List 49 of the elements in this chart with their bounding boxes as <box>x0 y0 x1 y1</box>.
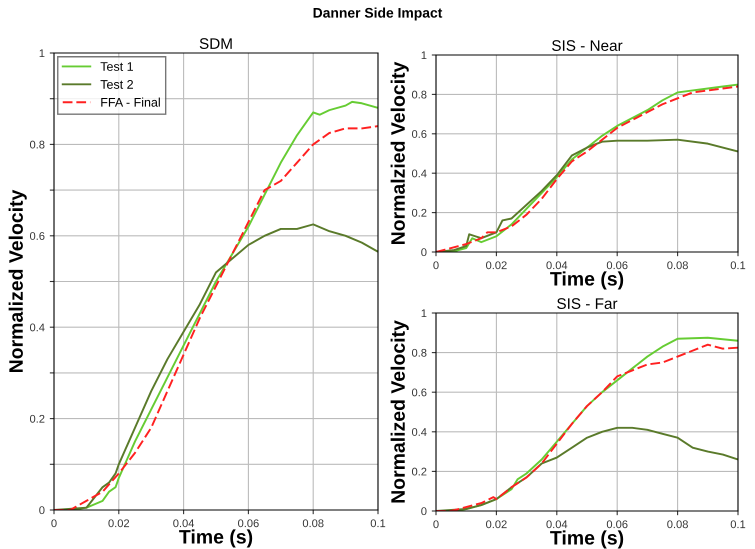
y-tick-label: 0.8 <box>412 348 426 357</box>
y-tick-label: 1 <box>422 309 426 318</box>
x-tick-label: 0.02 <box>486 261 507 270</box>
legend-label: FFA - Final <box>101 98 160 107</box>
x-tick-label: 0.02 <box>108 519 130 528</box>
chart-title: SDM <box>200 38 232 49</box>
x-tick-label: 0.04 <box>546 261 568 270</box>
x-tick-label: 0.1 <box>730 261 746 270</box>
y-tick-label: 0.2 <box>30 414 44 423</box>
x-tick-label: 0 <box>433 520 439 528</box>
y-tick-label: 0.2 <box>412 468 426 476</box>
y-tick-label: 0 <box>421 507 427 516</box>
y-tick-label: 0.6 <box>30 232 44 240</box>
y-tick-label: 0.4 <box>412 428 427 436</box>
y-axis-title: Normalized Velocity <box>390 320 409 503</box>
x-tick-label: 0.1 <box>370 519 386 528</box>
x-axis-title: Time (s) <box>550 530 624 549</box>
chart-title: SIS - Near <box>552 40 622 51</box>
y-tick-label: 0 <box>39 506 45 514</box>
y-tick-label: 1 <box>422 51 426 60</box>
legend-label: Test 1 <box>100 62 133 71</box>
legend-label: Test 2 <box>100 80 133 89</box>
chart-title: SIS - Far <box>557 298 618 309</box>
x-tick-label: 0.04 <box>546 520 568 528</box>
x-tick-label: 0 <box>51 519 57 528</box>
y-tick-label: 1 <box>40 49 44 58</box>
y-axis-title: Normalzied Velocity <box>390 62 409 244</box>
x-tick-label: 0.04 <box>173 519 194 528</box>
y-tick-label: 0.2 <box>412 208 426 217</box>
x-tick-label: 0.02 <box>486 520 507 528</box>
x-tick-label: 0.06 <box>238 519 259 528</box>
y-tick-label: 0.6 <box>412 388 426 396</box>
x-tick-label: 0.06 <box>606 261 628 270</box>
x-tick-label: 0.1 <box>730 520 746 528</box>
x-tick-label: 0.08 <box>667 520 688 528</box>
y-tick-label: 0.4 <box>30 323 45 332</box>
x-tick-label: 0.08 <box>302 519 324 528</box>
y-tick-label: 0.8 <box>30 140 44 149</box>
y-tick-label: 0.6 <box>412 130 426 138</box>
y-tick-label: 0 <box>421 248 427 256</box>
x-tick-label: 0.06 <box>606 520 628 528</box>
text: Danner Side Impact <box>314 8 442 20</box>
x-tick-label: 0 <box>433 261 439 270</box>
y-tick-label: 0.4 <box>412 169 427 178</box>
y-axis-title: Normalized Velocity <box>8 190 27 372</box>
x-tick-label: 0.08 <box>667 261 688 270</box>
x-axis-title: Time (s) <box>179 529 252 548</box>
y-tick-label: 0.8 <box>412 90 426 99</box>
x-axis-title: Time (s) <box>550 271 624 290</box>
